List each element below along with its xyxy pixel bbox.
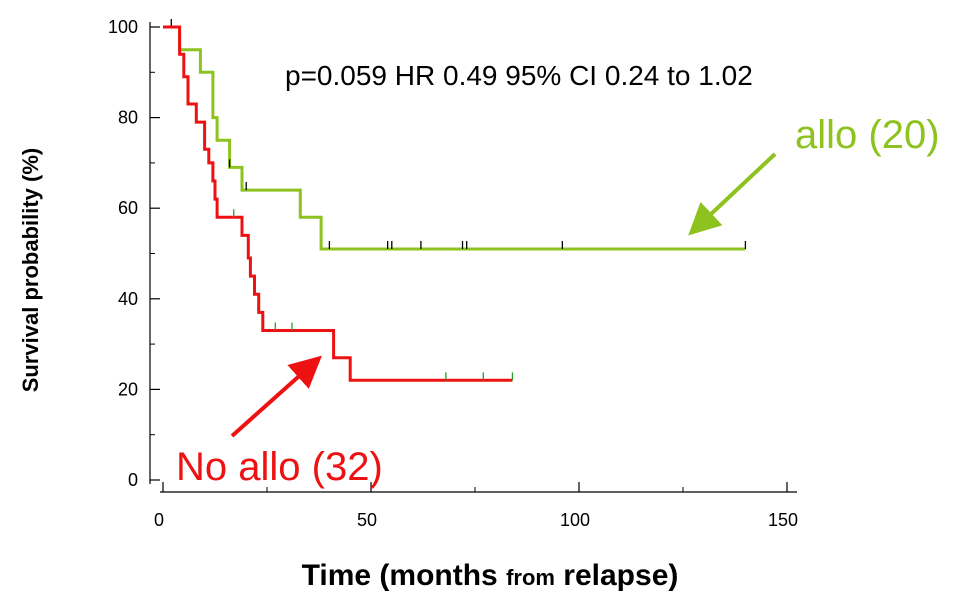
x-tick-label: 50	[357, 510, 377, 530]
x-axis-title-part3: relapse)	[555, 559, 678, 592]
axes: 0 20 40 60 80 100 0 50 100 150	[108, 17, 798, 530]
y-axis-title: Survival probability (%)	[18, 148, 43, 393]
x-axis-title-part1: Time (months	[302, 559, 506, 592]
y-tick-label: 100	[108, 17, 138, 37]
survival-curve-no-allo	[163, 25, 513, 382]
y-tick-label: 20	[118, 379, 138, 399]
x-tick-label: 100	[560, 510, 590, 530]
arrow-no-allo	[230, 355, 322, 438]
x-tick-label: 150	[768, 510, 798, 530]
y-tick-label: 40	[118, 289, 138, 309]
survival-curve-allo	[163, 25, 746, 251]
survival-curves	[163, 19, 747, 382]
series-label-no-allo: No allo (32)	[176, 445, 383, 489]
x-tick-label: 0	[154, 510, 164, 530]
x-axis-title-part2: from	[506, 565, 555, 590]
series-label-allo: allo (20)	[795, 113, 940, 157]
annotation-stats: p=0.059 HR 0.49 95% CI 0.24 to 1.02	[285, 60, 753, 91]
arrow-allo	[688, 152, 777, 236]
y-tick-label: 80	[118, 108, 138, 128]
y-tick-label: 60	[118, 198, 138, 218]
y-tick-label: 0	[128, 470, 138, 490]
x-axis-title: Time (months from relapse)	[302, 559, 679, 592]
